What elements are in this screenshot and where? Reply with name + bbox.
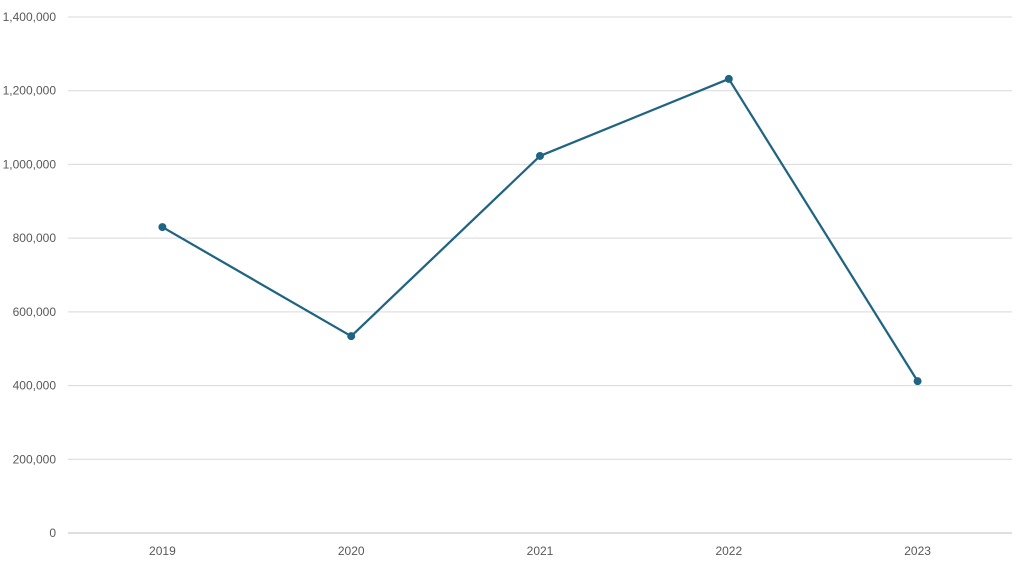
y-tick-label: 1,200,000 — [3, 84, 57, 98]
y-tick-label: 0 — [49, 526, 56, 540]
x-tick-label: 2022 — [715, 544, 742, 558]
data-point-2021 — [536, 151, 544, 160]
y-tick-label: 1,000,000 — [3, 157, 57, 171]
series-line — [161, 77, 919, 382]
y-tick-label: 400,000 — [13, 379, 57, 393]
data-point-2020 — [347, 332, 356, 341]
y-tick-label: 200,000 — [13, 452, 57, 466]
x-tick-label: 2023 — [904, 544, 931, 558]
data-point-2023 — [913, 377, 922, 386]
y-tick-label: 800,000 — [13, 231, 57, 245]
data-point-2022 — [724, 74, 733, 83]
x-tick-label: 2019 — [149, 544, 176, 558]
x-tick-label: 2020 — [338, 544, 365, 558]
y-tick-label: 600,000 — [13, 305, 57, 319]
x-tick-label: 2021 — [527, 544, 554, 558]
y-tick-label: 1,400,000 — [3, 10, 57, 24]
data-point-2019 — [158, 223, 167, 232]
